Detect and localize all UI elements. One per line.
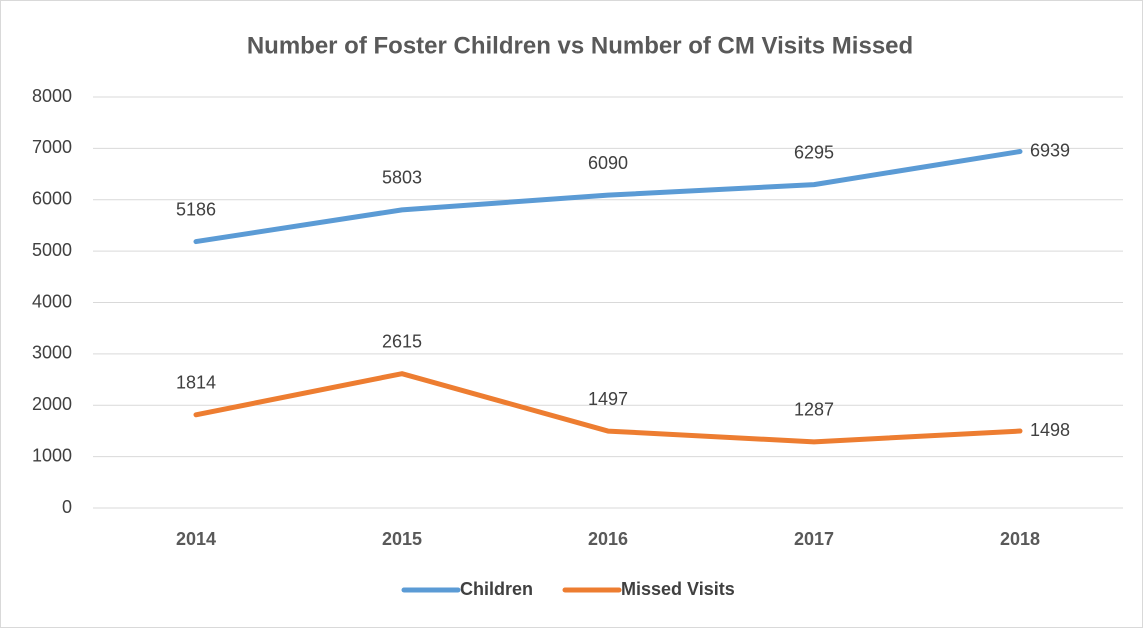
x-tick-label: 2014	[176, 529, 216, 549]
x-tick-label: 2015	[382, 529, 422, 549]
y-tick-label: 7000	[32, 137, 72, 157]
x-tick-label: 2018	[1000, 529, 1040, 549]
legend-label: Children	[460, 579, 533, 599]
data-label: 1497	[588, 389, 628, 409]
x-tick-label: 2017	[794, 529, 834, 549]
series-line	[193, 371, 1023, 445]
x-tick-label: 2016	[588, 529, 628, 549]
data-label: 1814	[176, 373, 216, 393]
data-label: 6939	[1030, 140, 1070, 160]
y-tick-label: 6000	[32, 189, 72, 209]
y-tick-label: 0	[62, 497, 72, 517]
data-label: 6295	[794, 142, 834, 162]
data-label: 5186	[176, 199, 216, 219]
legend-label: Missed Visits	[621, 579, 735, 599]
y-tick-label: 3000	[32, 343, 72, 363]
data-label: 1498	[1030, 420, 1070, 440]
y-tick-label: 8000	[32, 86, 72, 106]
data-label: 6090	[588, 153, 628, 173]
data-label: 2615	[382, 331, 422, 351]
y-tick-label: 5000	[32, 240, 72, 260]
y-tick-label: 2000	[32, 394, 72, 414]
data-label: 5803	[382, 168, 422, 188]
y-tick-label: 1000	[32, 445, 72, 465]
data-label: 1287	[794, 400, 834, 420]
series-line	[193, 149, 1023, 245]
chart-title: Number of Foster Children vs Number of C…	[247, 32, 913, 59]
y-tick-label: 4000	[32, 291, 72, 311]
